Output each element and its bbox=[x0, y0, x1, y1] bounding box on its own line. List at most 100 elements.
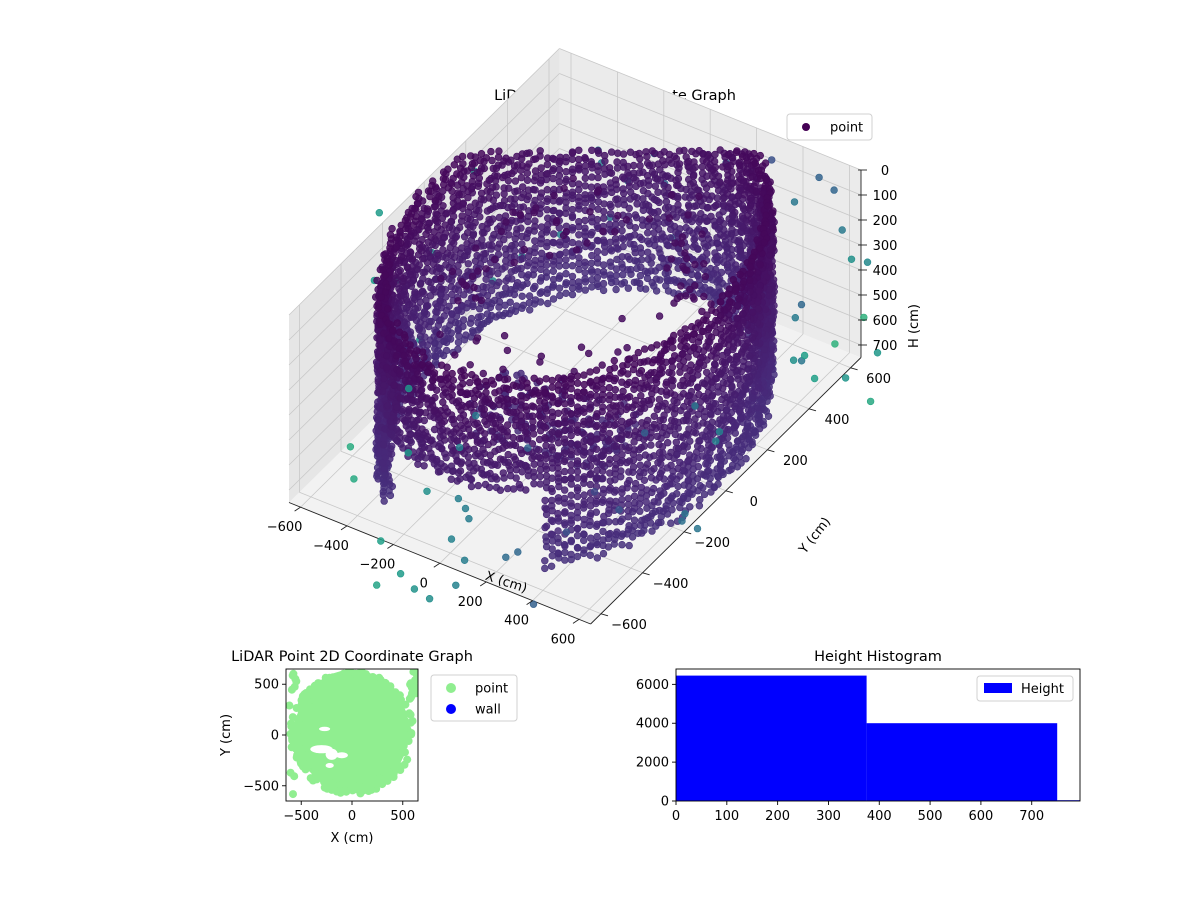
scatter3d-point bbox=[620, 195, 628, 204]
scatter3d-point bbox=[649, 484, 658, 493]
scatter3d-point bbox=[580, 497, 588, 506]
scatter3d-point bbox=[600, 207, 608, 216]
scatter3d-point bbox=[713, 453, 721, 461]
scatter3d-point bbox=[534, 389, 542, 397]
scatter3d-point bbox=[549, 165, 558, 173]
scatter3d-point bbox=[637, 489, 646, 497]
scatter3d-point bbox=[554, 409, 562, 417]
scatter3d-point bbox=[400, 351, 408, 359]
scatter3d-point bbox=[537, 230, 546, 238]
scatter3d-point bbox=[550, 191, 558, 200]
scatter3d-point bbox=[863, 258, 872, 266]
scatter3d-point bbox=[606, 365, 614, 374]
scatter3d-point bbox=[671, 239, 679, 247]
scatter3d-point bbox=[693, 524, 702, 533]
scatter3d-point bbox=[695, 218, 703, 226]
scatter3d-point bbox=[509, 381, 518, 389]
scatter3d-point bbox=[613, 149, 622, 157]
scatter3d-point bbox=[573, 403, 582, 411]
scatter3d-point bbox=[449, 199, 458, 208]
scatter3d-point bbox=[735, 295, 743, 303]
scatter3d-point bbox=[705, 480, 713, 488]
scatter3d-point bbox=[647, 344, 656, 352]
scatter3d-point bbox=[562, 289, 570, 297]
scatter3d-point bbox=[531, 173, 540, 181]
scatter3d-point bbox=[440, 180, 448, 189]
scatter3d-point bbox=[735, 236, 743, 244]
scatter3d-point bbox=[593, 435, 601, 443]
scatter3d-point bbox=[599, 227, 607, 236]
scatter3d-point bbox=[433, 249, 441, 257]
scatter3d-point bbox=[650, 420, 658, 429]
scatter3d-point bbox=[466, 203, 474, 211]
scatter3d-point bbox=[560, 494, 569, 503]
scatter3d-point bbox=[550, 185, 558, 194]
scatter3d-point bbox=[556, 153, 564, 162]
scatter3d-point bbox=[656, 487, 664, 495]
scatter3d-point bbox=[664, 183, 672, 192]
scatter3d-point bbox=[567, 474, 575, 482]
scatter3d-point bbox=[549, 230, 558, 238]
scatter3d-point bbox=[380, 497, 388, 505]
scatter3d-point bbox=[525, 258, 533, 267]
scatter3d-point bbox=[656, 365, 665, 374]
scatter3d-point bbox=[618, 515, 626, 523]
scatter3d-point bbox=[535, 446, 543, 454]
scatter3d-point bbox=[593, 454, 601, 462]
scatter3d-point bbox=[554, 419, 562, 428]
scatter3d-point bbox=[676, 368, 684, 376]
scatter3d-point bbox=[581, 167, 589, 176]
scatter3d-point bbox=[630, 278, 639, 286]
scatter3d-point bbox=[550, 155, 558, 163]
scatter3d-point bbox=[737, 400, 745, 408]
scatter3d-point bbox=[464, 260, 472, 268]
scatter3d-point bbox=[705, 402, 714, 411]
scatter3d-point bbox=[567, 410, 575, 418]
scatter3d-point bbox=[683, 266, 691, 274]
scatter3d-point bbox=[667, 448, 675, 457]
scatter3d-point bbox=[555, 178, 564, 186]
scatter3d-point bbox=[575, 218, 583, 226]
scatter3d-point bbox=[383, 401, 392, 410]
scatter3d-point bbox=[679, 417, 688, 425]
scatter3d-point bbox=[745, 352, 754, 360]
scatter3d-point bbox=[374, 416, 382, 424]
scatter3d-point bbox=[431, 358, 440, 366]
scatter3d-point bbox=[830, 186, 838, 194]
scatter3d-point bbox=[503, 407, 511, 416]
scatter3d-point bbox=[502, 441, 511, 449]
scatter3d-point bbox=[725, 290, 733, 298]
scatter3d-point bbox=[412, 354, 420, 363]
scatter3d-point bbox=[599, 485, 608, 493]
scatter3d-point bbox=[573, 474, 582, 482]
scatter3d-point bbox=[695, 502, 704, 510]
scatter3d-point bbox=[689, 330, 698, 338]
scatter3d-point bbox=[707, 180, 715, 188]
scatter3d-point bbox=[517, 411, 525, 420]
scatter3d-point bbox=[648, 253, 656, 261]
scatter3d-point bbox=[586, 377, 595, 386]
scatter3d-point bbox=[567, 550, 575, 559]
scatter3d-point bbox=[594, 186, 603, 194]
scatter3d-point bbox=[761, 159, 770, 167]
scatter3d-point bbox=[684, 477, 692, 485]
scatter3d-point bbox=[474, 267, 482, 275]
scatter3d-point bbox=[704, 344, 713, 352]
scatter3d-point bbox=[648, 147, 656, 155]
scatter3d-point bbox=[531, 282, 539, 291]
scatter3d-point bbox=[712, 342, 721, 351]
scatter3d-point bbox=[586, 496, 595, 504]
scatter3d-point bbox=[556, 238, 564, 246]
scatter3d-point bbox=[580, 515, 588, 524]
scatter3d-point bbox=[672, 438, 680, 446]
scatter3d-point bbox=[698, 307, 706, 316]
scatter3d-point bbox=[642, 148, 650, 156]
scatter3d-point bbox=[626, 148, 635, 156]
scatter3d-point bbox=[738, 445, 747, 454]
scatter3d-point bbox=[513, 225, 521, 233]
scatter3d-point bbox=[560, 476, 569, 484]
scatter3d-point bbox=[435, 264, 443, 273]
scatter3d-point bbox=[517, 270, 526, 279]
scatter3d-point bbox=[599, 236, 608, 244]
